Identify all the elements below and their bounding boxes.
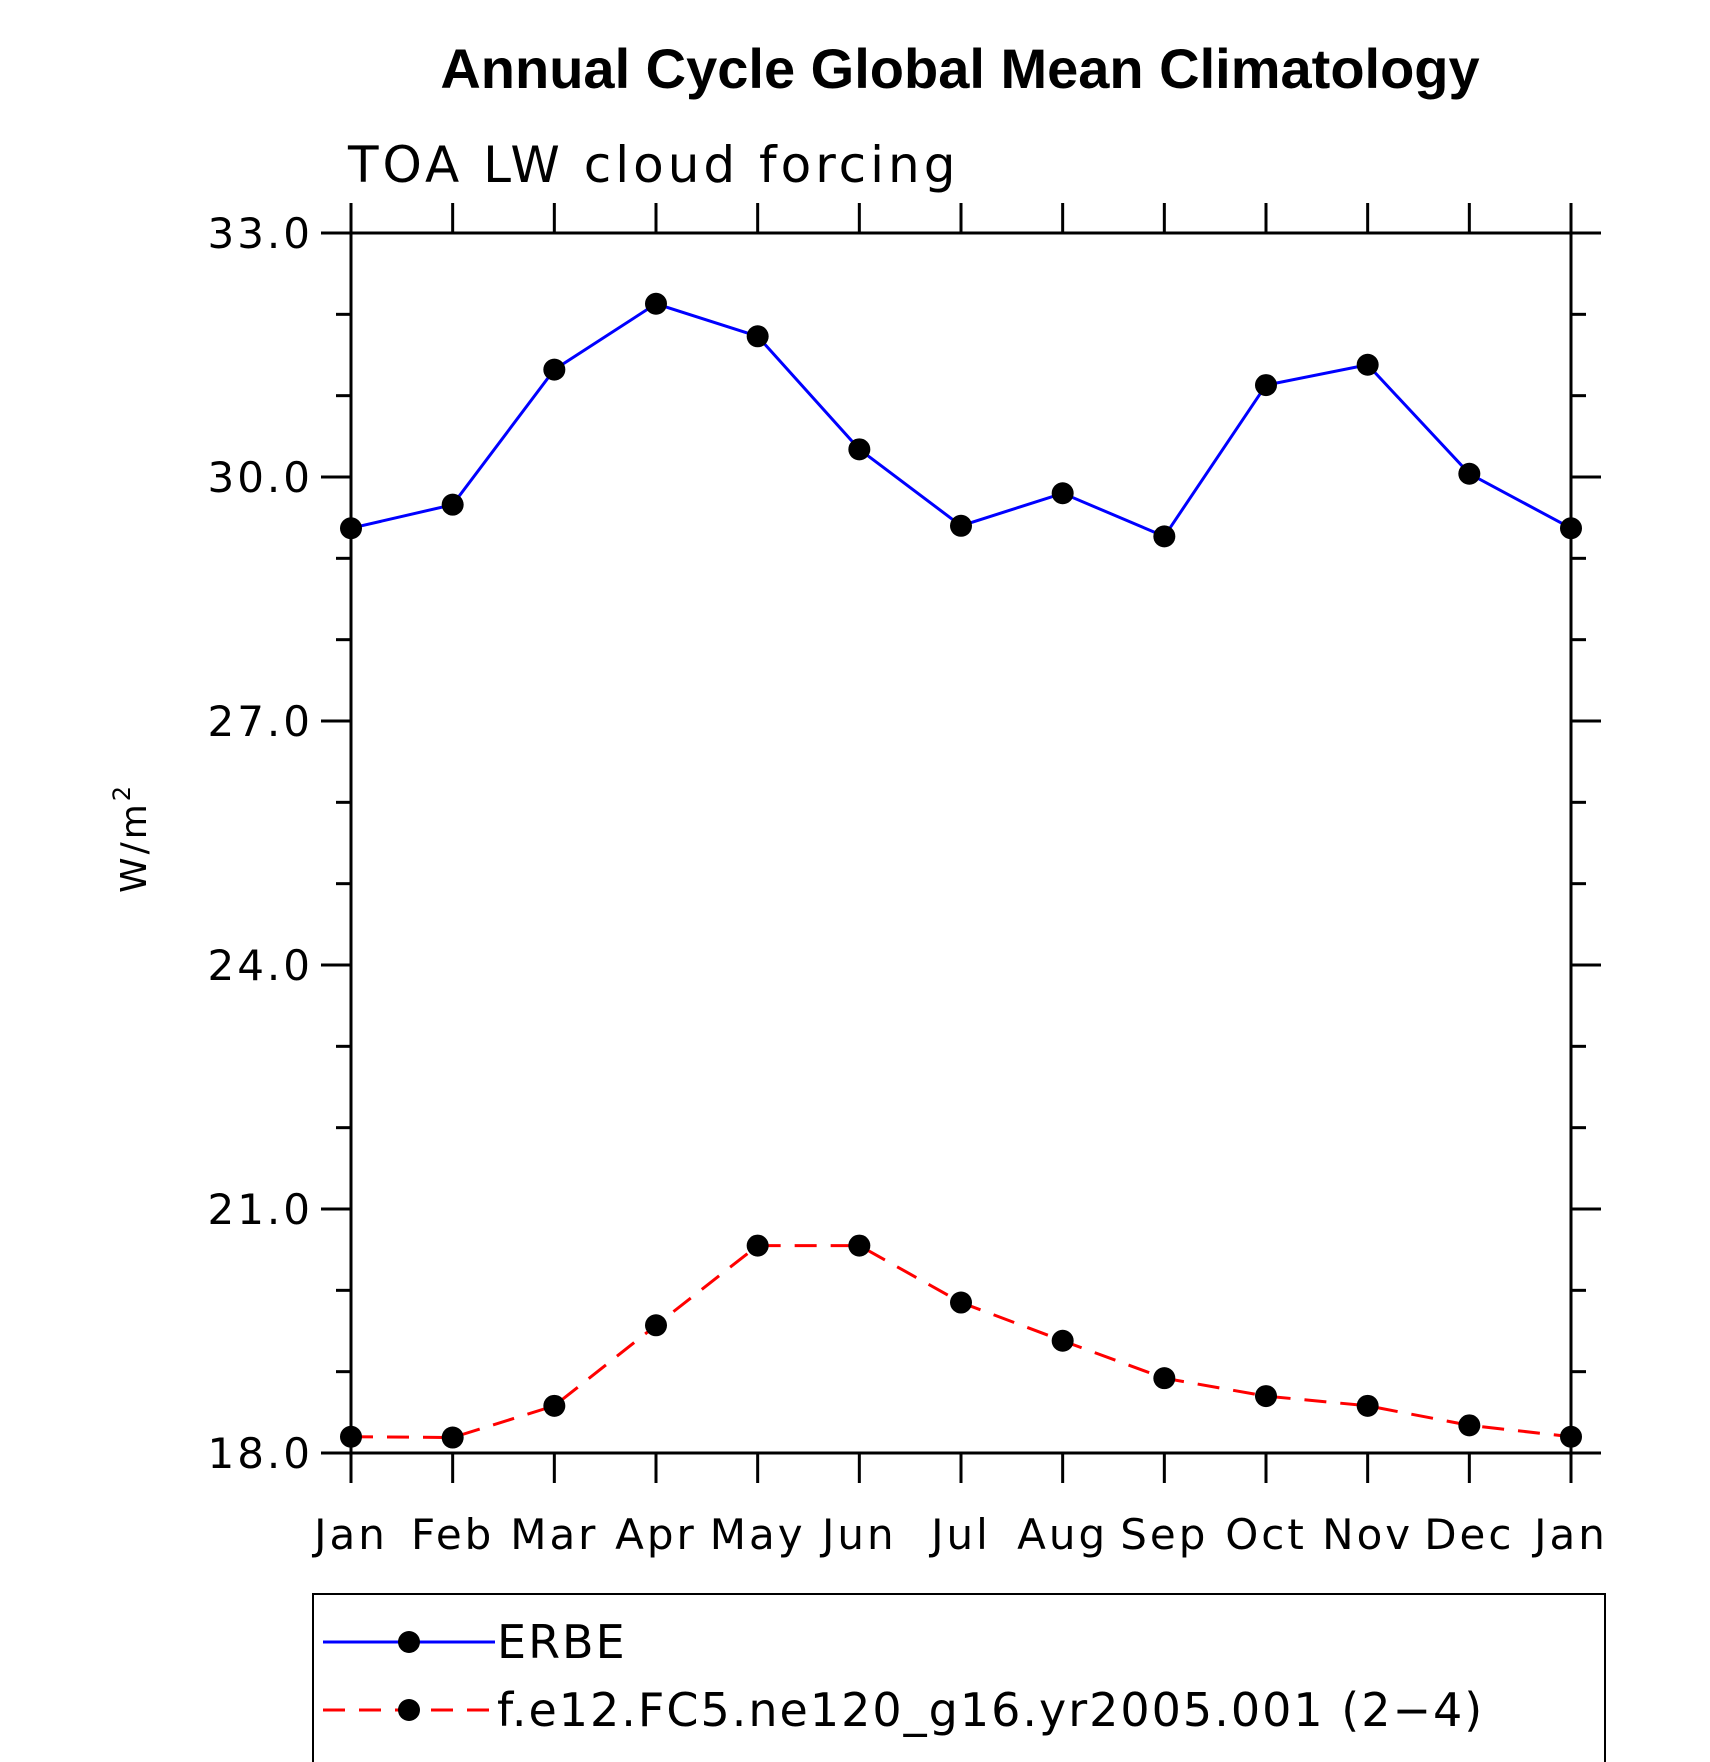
data-point xyxy=(340,1425,362,1448)
data-point xyxy=(1255,1385,1277,1408)
data-point xyxy=(1051,1329,1074,1352)
x-tick-label: Nov xyxy=(1322,1510,1413,1559)
x-tick-label: Sep xyxy=(1120,1510,1208,1559)
y-tick-label: 18.0 xyxy=(207,1429,313,1478)
x-tick-label: Apr xyxy=(615,1510,697,1559)
data-point xyxy=(1255,374,1277,397)
y-tick-label: 30.0 xyxy=(207,453,313,502)
y-tick-label: 21.0 xyxy=(207,1185,313,1234)
x-tick-label: May xyxy=(710,1510,806,1559)
x-tick-label: Oct xyxy=(1225,1510,1307,1559)
data-point xyxy=(1356,1394,1379,1417)
data-point xyxy=(441,493,464,516)
series-0 xyxy=(340,292,1582,548)
y-axis-label-text: W/m xyxy=(114,801,155,893)
legend-marker-model xyxy=(398,1699,420,1721)
legend-frame xyxy=(312,1593,1606,1762)
data-point xyxy=(1458,1414,1481,1437)
x-tick-label: Aug xyxy=(1017,1510,1108,1559)
x-tick-label: Jan xyxy=(1531,1510,1608,1559)
y-axis-ticks xyxy=(321,231,1601,1455)
series-line xyxy=(350,1244,1572,1440)
data-point xyxy=(543,1394,566,1417)
data-point xyxy=(340,517,362,540)
data-point xyxy=(1458,462,1481,485)
data-point xyxy=(543,358,566,381)
data-point xyxy=(950,1291,972,1314)
y-tick-label: 24.0 xyxy=(207,941,313,990)
data-point xyxy=(1560,517,1582,540)
legend-label-model: f.e12.FC5.ne120_g16.yr2005.001 (2−4) xyxy=(497,1683,1484,1737)
chart-title: Annual Cycle Global Mean Climatology xyxy=(440,37,1479,100)
data-point xyxy=(746,1234,769,1257)
x-tick-label: Jun xyxy=(819,1510,897,1559)
y-tick-label: 27.0 xyxy=(207,697,313,746)
x-tick-label: Jul xyxy=(928,1510,991,1559)
x-axis-tick-labels: Jan Feb Mar Apr May Jun Jul Aug Sep Oct Nov Dec Jan xyxy=(311,1510,1608,1559)
legend-entry-erbe: ERBE xyxy=(323,1615,627,1669)
data-point xyxy=(1051,482,1074,505)
x-tick-label: Feb xyxy=(411,1510,494,1559)
legend-label-erbe: ERBE xyxy=(497,1615,627,1669)
data-point xyxy=(441,1426,464,1449)
svg-text:W/m2: W/m2 xyxy=(108,783,155,893)
data-point xyxy=(645,292,667,315)
data-point xyxy=(645,1314,667,1337)
data-point xyxy=(746,325,769,348)
series-layer xyxy=(340,292,1582,1449)
data-point xyxy=(1153,525,1176,548)
data-point xyxy=(1560,1425,1582,1448)
series-line xyxy=(350,302,1572,539)
y-axis-label: W/m2 xyxy=(108,783,155,893)
legend-entry-model: f.e12.FC5.ne120_g16.yr2005.001 (2−4) xyxy=(323,1683,1484,1737)
data-point xyxy=(1356,353,1379,376)
y-axis-tick-labels: 18.0 21.0 24.0 27.0 30.0 33.0 xyxy=(207,209,313,1478)
chart-subtitle: TOA LW cloud forcing xyxy=(347,136,959,194)
x-axis-ticks xyxy=(349,203,1573,1483)
plot-frame xyxy=(349,231,1573,1455)
x-tick-label: Jan xyxy=(311,1510,388,1559)
y-tick-label: 33.0 xyxy=(207,209,313,258)
data-point xyxy=(848,438,871,461)
legend: ERBE f.e12.FC5.ne120_g16.yr2005.001 (2−4… xyxy=(312,1593,1606,1762)
y-axis-label-superscript: 2 xyxy=(108,783,136,801)
data-point xyxy=(950,514,972,537)
data-point xyxy=(1153,1367,1176,1390)
x-tick-label: Dec xyxy=(1424,1510,1514,1559)
x-tick-label: Mar xyxy=(510,1510,598,1559)
series-1 xyxy=(340,1234,1582,1449)
legend-marker-erbe xyxy=(398,1631,420,1653)
data-point xyxy=(848,1234,871,1257)
